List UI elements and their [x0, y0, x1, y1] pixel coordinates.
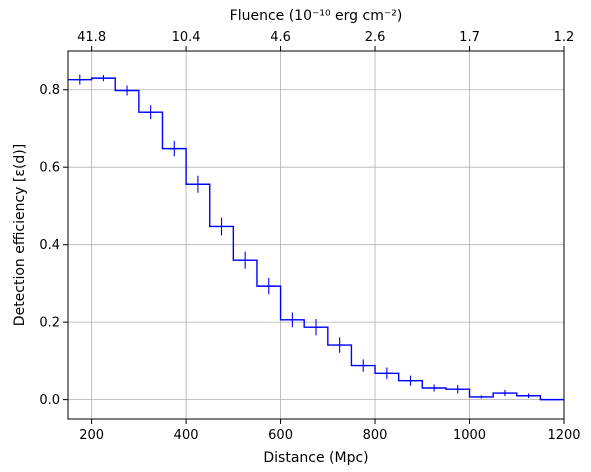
- top-tick-label: 41.8: [77, 30, 106, 45]
- data-point: [310, 319, 322, 336]
- data-point: [73, 74, 86, 85]
- data-point: [357, 359, 370, 372]
- y-axis-title: Detection efficiency [ε(d)]: [12, 144, 28, 326]
- data-point: [428, 384, 441, 392]
- x-tick-label: 1200: [547, 428, 580, 443]
- data-point: [286, 312, 299, 328]
- series-detection-efficiency: [68, 74, 564, 401]
- data-point: [215, 217, 228, 236]
- x-axis-title: Distance (Mpc): [263, 450, 368, 466]
- data-point: [404, 375, 417, 386]
- data-point: [97, 75, 110, 82]
- x-tick-label: 400: [174, 428, 199, 443]
- axis-ticks: 200 400 600 800 1000 1200 0.0 0.2 0.4 0.6 0.8 41.8 1…: [39, 30, 580, 443]
- y-tick-label: 0.0: [39, 393, 60, 408]
- data-point: [380, 367, 393, 380]
- top-tick-label: 1.7: [459, 30, 480, 45]
- x-tick-label: 600: [268, 428, 293, 443]
- x-tick-label: 1000: [453, 428, 486, 443]
- top-tick-label: 4.6: [270, 30, 291, 45]
- data-point: [168, 140, 181, 157]
- data-point: [262, 277, 275, 295]
- data-point: [121, 85, 134, 96]
- y-tick-label: 0.8: [39, 83, 60, 98]
- top-tick-label: 1.2: [554, 30, 575, 45]
- grid: [68, 51, 565, 419]
- y-tick-label: 0.4: [39, 238, 60, 253]
- data-point: [333, 337, 346, 353]
- x-tick-label: 200: [79, 428, 104, 443]
- data-point: [451, 384, 464, 394]
- top-axis-title: Fluence (10⁻¹⁰ erg cm⁻²): [230, 8, 403, 24]
- data-point: [239, 251, 252, 269]
- top-tick-label: 10.4: [172, 30, 201, 45]
- y-tick-label: 0.2: [39, 316, 60, 331]
- efficiency-step-line: [68, 77, 564, 401]
- data-point: [522, 393, 535, 399]
- data-point: [191, 175, 204, 193]
- data-point: [144, 105, 157, 120]
- data-point: [498, 389, 511, 397]
- data-point: [475, 395, 488, 399]
- top-tick-label: 2.6: [365, 30, 386, 45]
- plot-frame: [67, 50, 565, 420]
- x-tick-label: 800: [363, 428, 388, 443]
- y-tick-label: 0.6: [39, 161, 60, 176]
